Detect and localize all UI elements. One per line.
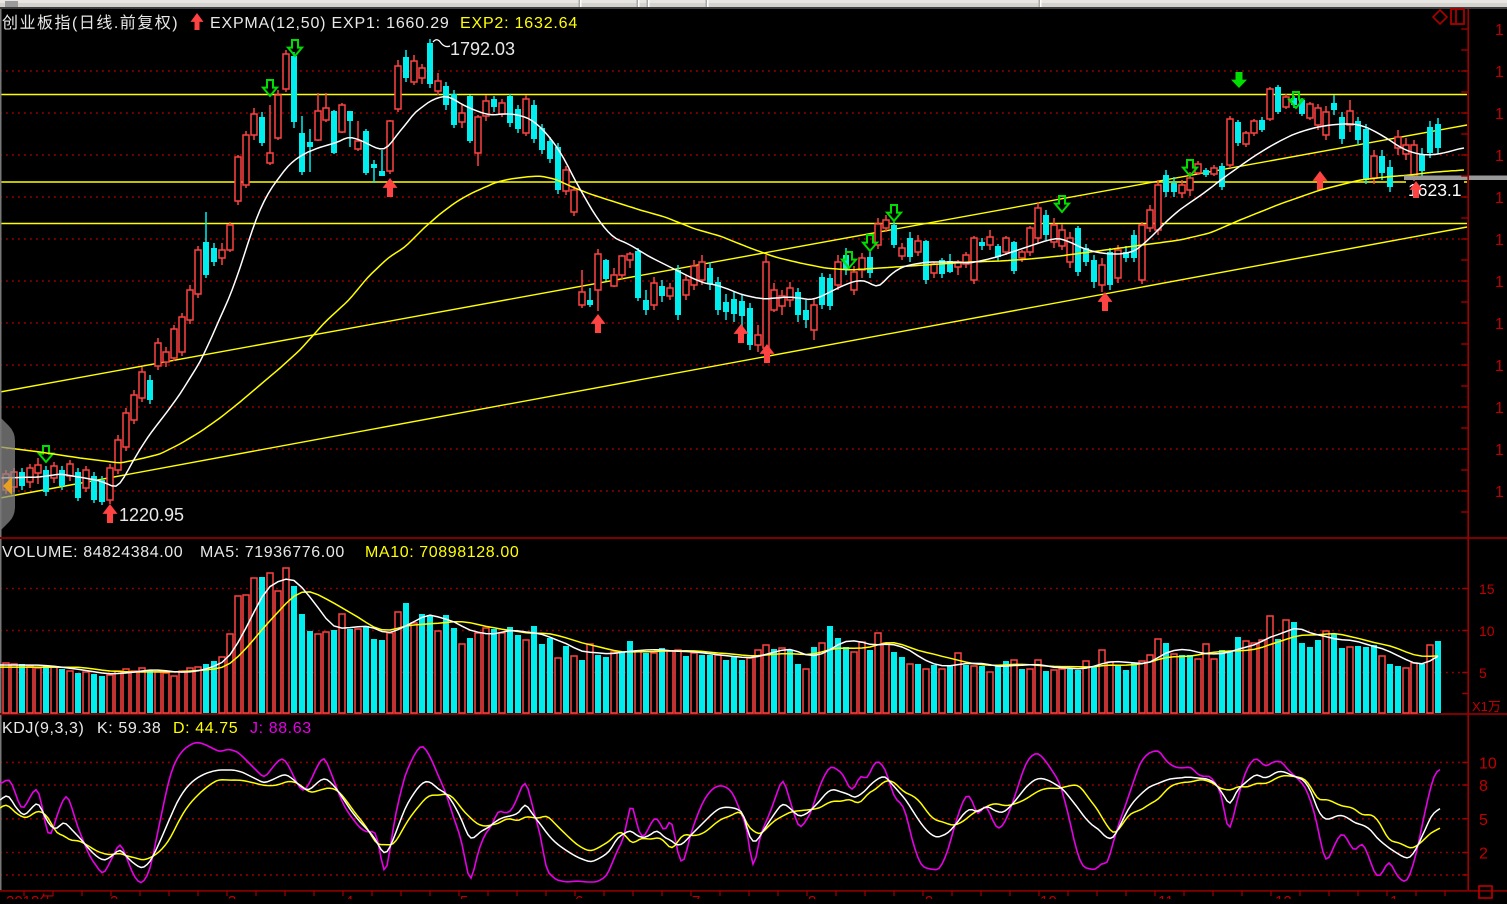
svg-text:1: 1 (1495, 358, 1504, 375)
svg-text:1623.1: 1623.1 (1408, 180, 1462, 200)
svg-text:1: 1 (1495, 316, 1504, 333)
svg-text:4: 4 (345, 893, 353, 899)
svg-text:10: 10 (1479, 755, 1497, 772)
svg-text:EXP2: 1632.64: EXP2: 1632.64 (460, 15, 578, 32)
svg-text:2018年: 2018年 (6, 893, 54, 899)
svg-text:10: 10 (1040, 893, 1057, 899)
svg-text:2: 2 (110, 893, 118, 899)
svg-text:MA5: 71936776.00: MA5: 71936776.00 (200, 544, 345, 561)
svg-text:15: 15 (1479, 581, 1495, 597)
svg-text:1: 1 (1495, 64, 1504, 81)
svg-text:7: 7 (692, 893, 700, 899)
svg-text:EXPMA(12,50) EXP1: 1660.29: EXPMA(12,50) EXP1: 1660.29 (210, 15, 450, 32)
svg-text:KDJ(9,3,3): KDJ(9,3,3) (2, 720, 84, 737)
svg-text:X1万: X1万 (1472, 699, 1501, 714)
svg-text:J: 88.63: J: 88.63 (250, 720, 312, 737)
svg-text:1: 1 (1495, 484, 1504, 501)
svg-text:1: 1 (1495, 232, 1504, 249)
svg-text:MA10: 70898128.00: MA10: 70898128.00 (365, 544, 519, 561)
svg-text:1220.95: 1220.95 (119, 505, 184, 525)
svg-text:1: 1 (1495, 106, 1504, 123)
svg-text:8: 8 (808, 893, 816, 899)
svg-text:1: 1 (1495, 274, 1504, 291)
svg-text:1792.03: 1792.03 (450, 39, 515, 59)
svg-text:D: 44.75: D: 44.75 (173, 720, 238, 737)
svg-text:6: 6 (575, 893, 583, 899)
svg-text:8: 8 (1479, 778, 1488, 795)
svg-text:创业板指(日线.前复权): 创业板指(日线.前复权) (2, 14, 179, 32)
svg-text:1: 1 (1495, 400, 1504, 417)
svg-text:11: 11 (1158, 893, 1174, 899)
svg-text:2: 2 (1479, 846, 1488, 863)
svg-text:9: 9 (925, 893, 933, 899)
svg-text:VOLUME: 84824384.00: VOLUME: 84824384.00 (2, 544, 183, 561)
svg-text:12: 12 (1275, 893, 1292, 899)
svg-text:5: 5 (1479, 812, 1488, 829)
svg-text:10: 10 (1479, 623, 1495, 639)
svg-text:1: 1 (1495, 442, 1504, 459)
svg-text:1: 1 (1495, 190, 1504, 207)
svg-text:5: 5 (1479, 665, 1487, 681)
svg-text:1: 1 (1495, 148, 1504, 165)
svg-text:1: 1 (1495, 22, 1504, 39)
svg-text:3: 3 (228, 893, 236, 899)
svg-text:K: 59.38: K: 59.38 (97, 720, 161, 737)
svg-text:1: 1 (1390, 893, 1398, 899)
svg-text:5: 5 (460, 893, 468, 899)
